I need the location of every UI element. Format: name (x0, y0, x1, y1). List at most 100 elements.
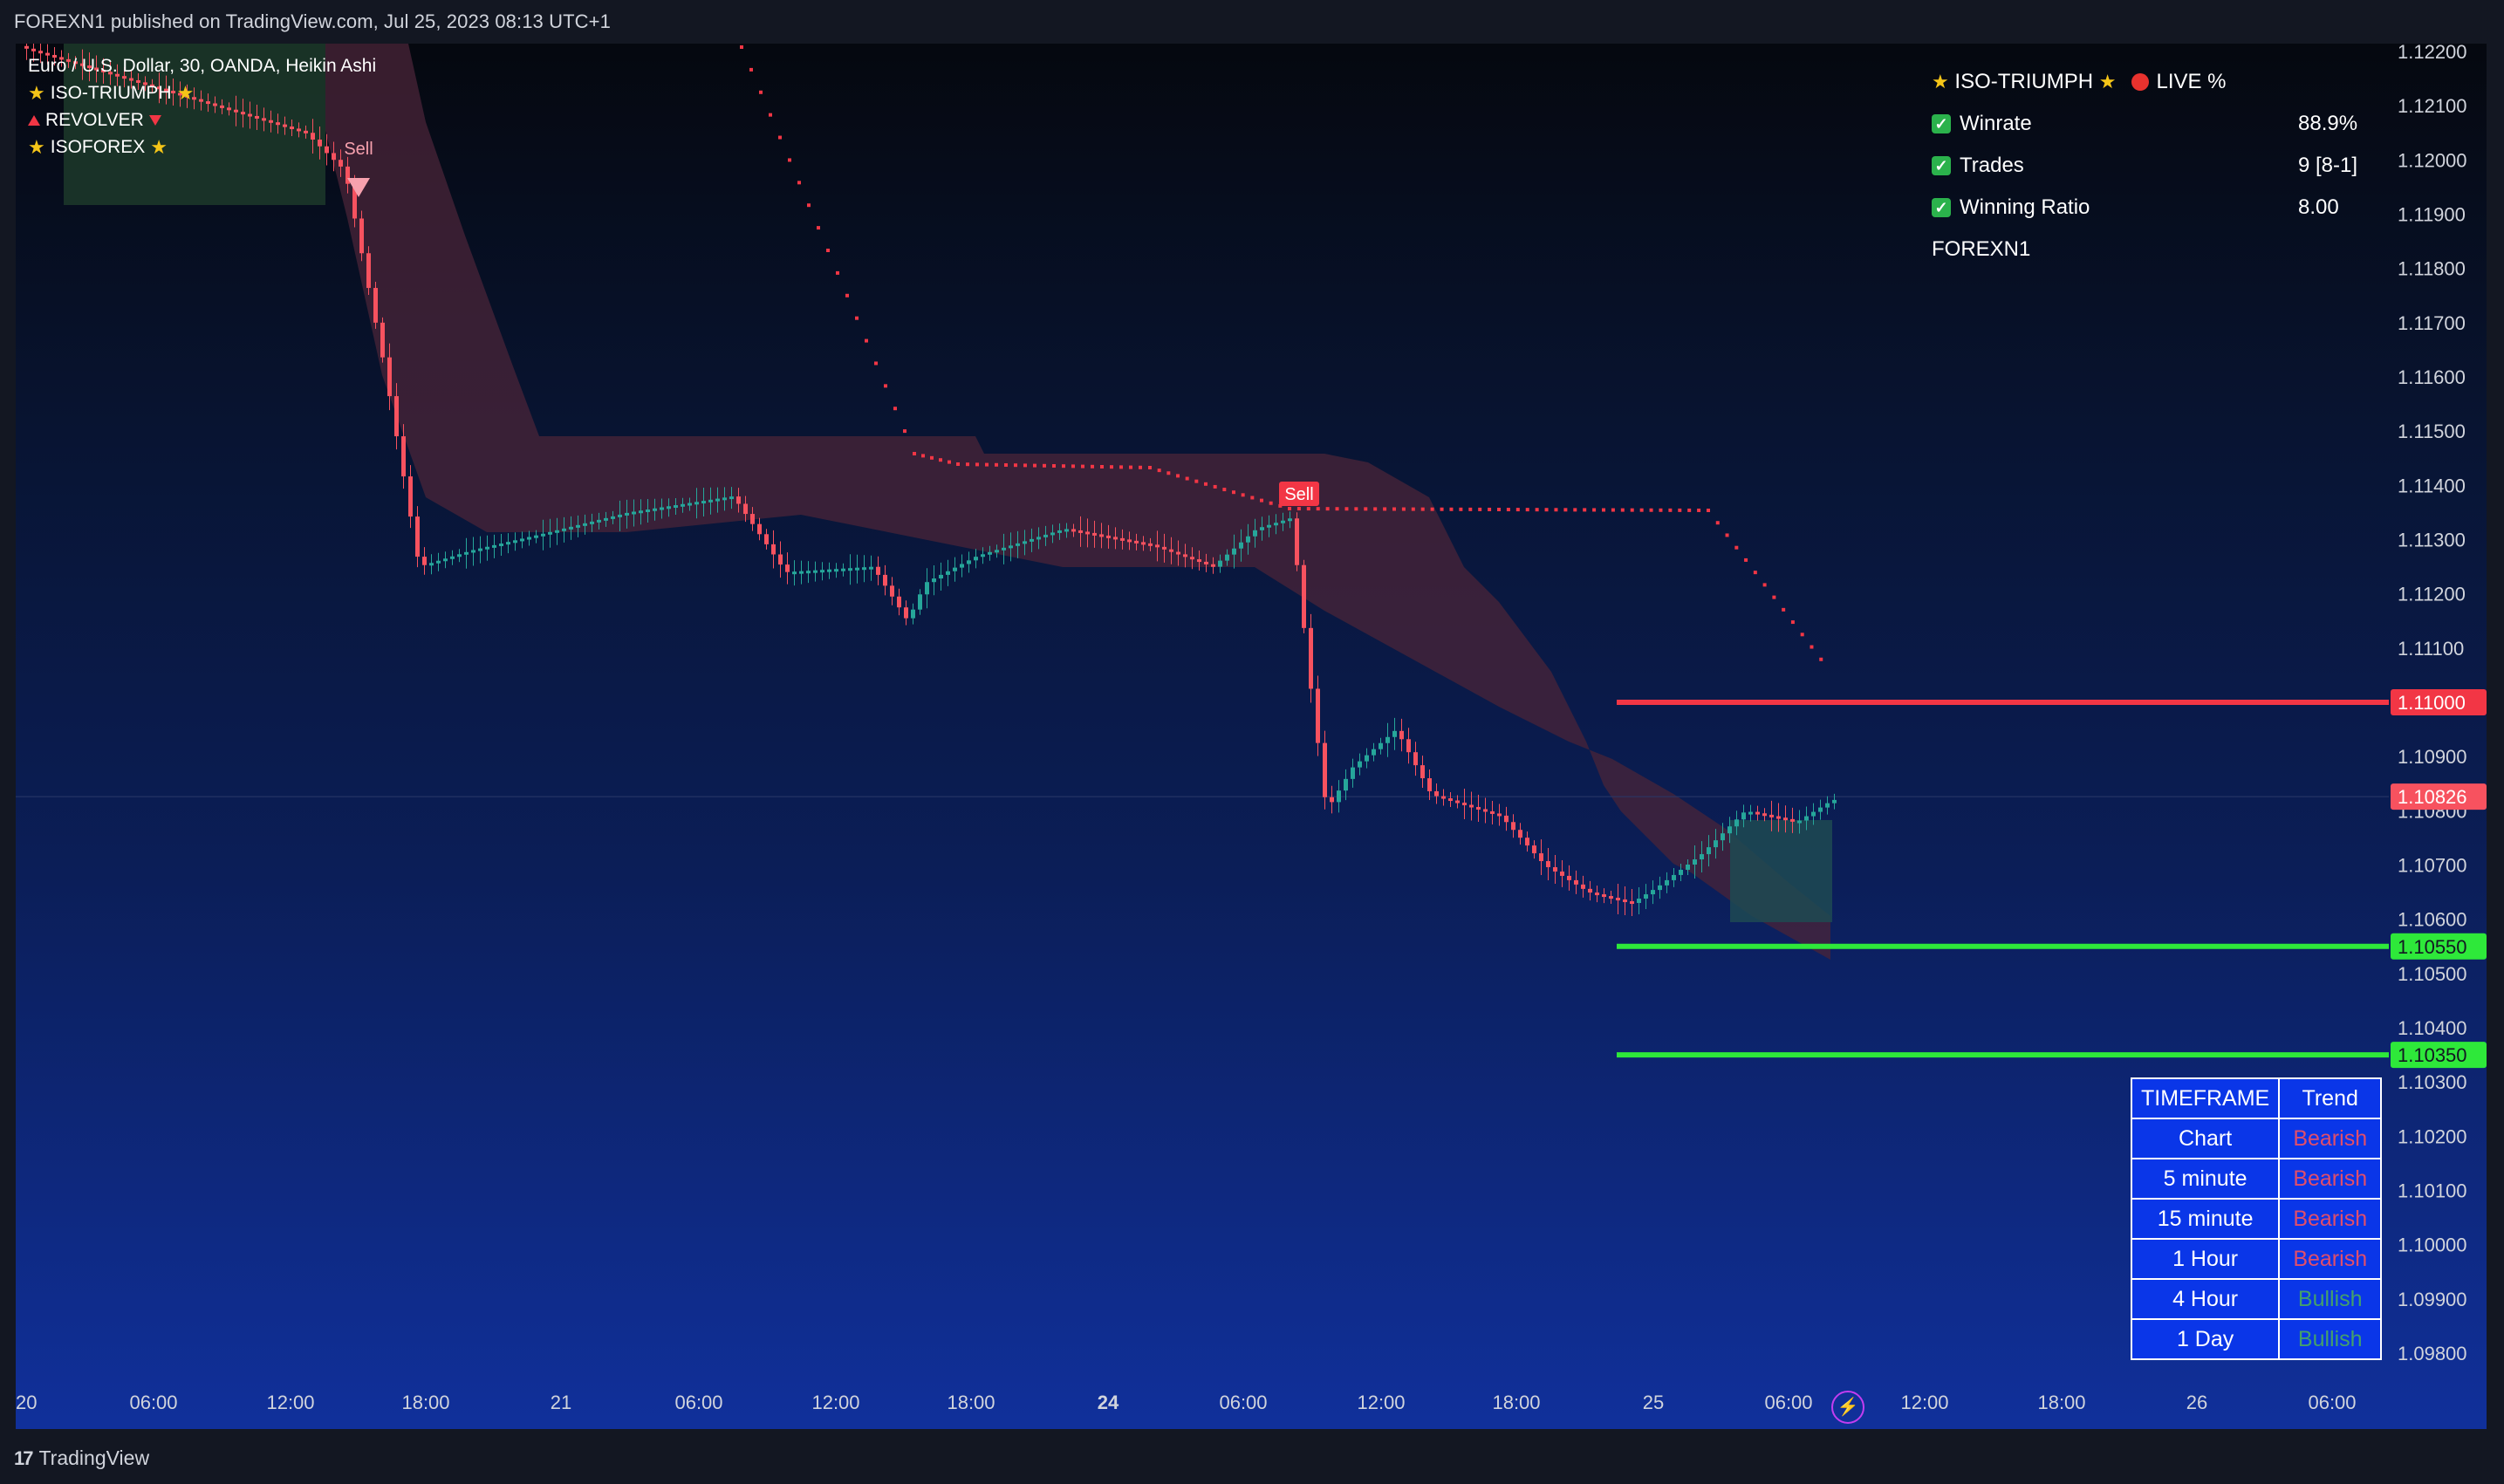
candle (925, 582, 929, 595)
candle (1288, 518, 1292, 522)
candle (1832, 799, 1837, 804)
candle (1734, 819, 1739, 827)
candle (1616, 898, 1620, 901)
tradingview-logo[interactable]: 17 TradingView (14, 1446, 149, 1470)
trailing-stop-dot (1573, 508, 1577, 512)
candle (911, 609, 915, 619)
candle (939, 574, 943, 579)
price-axis-tick: 1.11300 (2398, 530, 2466, 551)
price-axis-tick: 1.10600 (2398, 909, 2467, 931)
candle (332, 153, 336, 161)
trailing-stop-dot (1535, 508, 1539, 512)
candle (1141, 542, 1146, 545)
candle (1462, 803, 1467, 806)
time-axis-tick: 20 (16, 1392, 37, 1413)
star-icon: ★ (2098, 71, 2117, 92)
trailing-stop-dot (985, 462, 989, 467)
trailing-stop-dot (1810, 645, 1814, 649)
candle (1497, 813, 1502, 817)
trailing-stop-dot (1023, 463, 1027, 468)
trailing-stop-dot (966, 462, 969, 467)
price-axis-badge (2391, 783, 2487, 810)
trailing-stop-dot (1478, 507, 1482, 511)
price-axis-tick: 1.10500 (2398, 963, 2467, 985)
candle (1525, 838, 1529, 846)
trailing-stop-dot (1043, 463, 1046, 468)
chart-area[interactable]: Sell Sell 1.12200 1.12100 1.12000 1.11900 1.11… (16, 44, 2487, 1429)
price-axis-tick: 1.12100 (2398, 95, 2467, 117)
candle (241, 112, 245, 115)
candle (1490, 810, 1495, 814)
trailing-stop-dot (1204, 482, 1208, 486)
candle (1281, 520, 1285, 523)
time-axis-tick: 06:00 (674, 1392, 722, 1413)
candle (429, 563, 434, 566)
timeframe-cell: Chart (2130, 1118, 2281, 1159)
candle (1337, 790, 1341, 803)
price-axis-tick: 1.10400 (2398, 1017, 2467, 1039)
indicator-iso-triumph[interactable]: ★ ISO-TRIUMPH ★ (28, 79, 376, 106)
candle (667, 506, 671, 509)
stats-author-row: FOREXN1 (1932, 229, 2394, 270)
candle (1218, 560, 1222, 567)
stats-label: Winrate (1960, 112, 2032, 135)
candle (618, 514, 622, 517)
trailing-stop-dot (1734, 545, 1739, 550)
check-icon: ✓ (1932, 156, 1951, 175)
candle (339, 160, 343, 167)
indicator-revolver[interactable]: REVOLVER (28, 106, 376, 133)
trailing-stop-dot (1668, 508, 1673, 512)
candle (199, 99, 203, 102)
candle (443, 558, 448, 562)
candle (981, 554, 985, 557)
trailing-stop-dot (1800, 633, 1804, 637)
candle (73, 61, 78, 65)
candle (1741, 812, 1746, 820)
trailing-stop-dot (995, 462, 998, 467)
candle (1092, 532, 1097, 536)
candle (1644, 894, 1648, 899)
trailing-stop-dot (1583, 508, 1587, 512)
trailing-stop-dot (1639, 508, 1644, 512)
candle (597, 519, 601, 523)
price-chart[interactable]: Sell Sell 1.12200 1.12100 1.12000 1.11900 1.11… (16, 44, 2487, 1429)
stats-header: ★ ISO-TRIUMPH ★ LIVE % (1932, 61, 2394, 103)
candle (778, 554, 783, 565)
candle (1225, 554, 1229, 561)
trailing-stop-dot (836, 270, 839, 275)
symbol-title[interactable]: Euro / U.S. Dollar, 30, OANDA, Heikin As… (28, 56, 377, 76)
candle (1323, 742, 1327, 797)
time-axis-tick: 18:00 (947, 1392, 995, 1413)
trailing-stop-dot (1344, 507, 1349, 511)
price-axis-badge-label: 1.10550 (2398, 936, 2467, 958)
time-axis-tick: 12:00 (811, 1392, 859, 1413)
indicator-isoforex[interactable]: ★ ISOFOREX ★ (28, 133, 376, 161)
candle (1392, 730, 1397, 737)
candle (562, 528, 566, 531)
candle (136, 79, 140, 83)
candle (457, 554, 462, 557)
trailing-stop-dot (1288, 507, 1291, 510)
candle (1316, 688, 1320, 743)
lightning-icon[interactable]: ⚡ (1831, 1391, 1864, 1424)
candle (492, 544, 496, 548)
candle (150, 84, 154, 87)
trailing-stop-dot (1081, 464, 1084, 468)
candle (415, 516, 420, 557)
candle (1372, 749, 1376, 756)
time-axis-tick: 06:00 (1764, 1392, 1812, 1413)
candle (38, 51, 43, 54)
candle (325, 146, 329, 154)
trailing-stop-dot (1033, 463, 1036, 468)
candle (1581, 884, 1585, 889)
candle (729, 496, 734, 500)
candle (932, 578, 936, 583)
candle (31, 48, 36, 51)
candle (1420, 765, 1425, 779)
candle (380, 322, 385, 358)
candle (520, 538, 524, 542)
candle (1232, 548, 1236, 555)
candle (1162, 546, 1166, 550)
trailing-stop-dot (1373, 507, 1378, 511)
candle (129, 78, 133, 81)
